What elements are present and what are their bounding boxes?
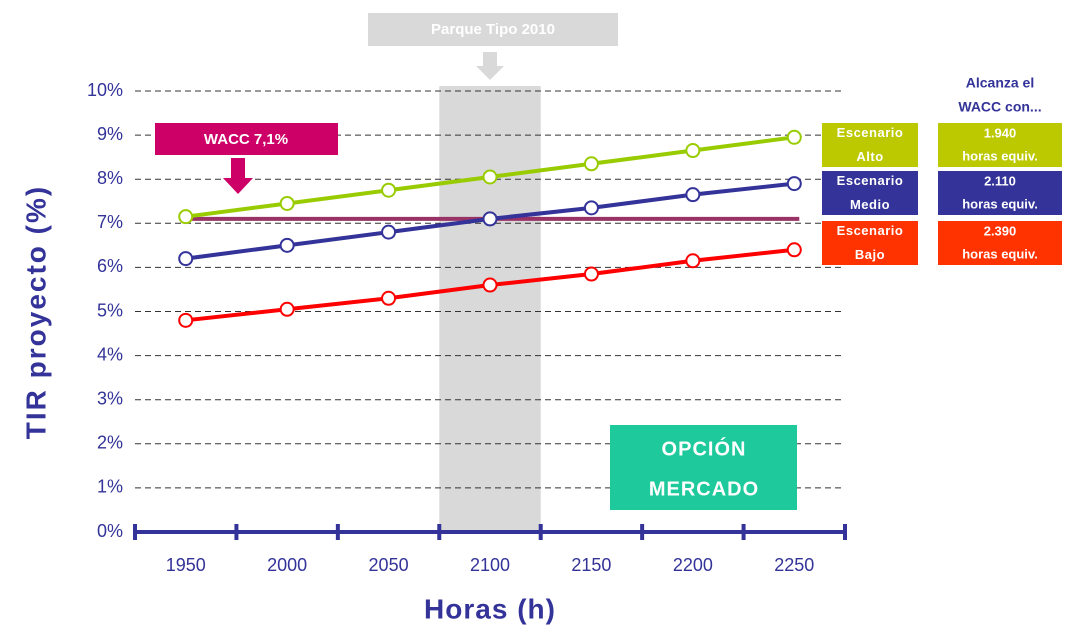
data-point bbox=[279, 237, 295, 253]
data-point bbox=[482, 211, 498, 227]
data-point bbox=[583, 156, 599, 172]
y-tick-label: 0% bbox=[97, 521, 123, 541]
highlight-label: Parque Tipo 2010 bbox=[431, 21, 555, 38]
reach-box bbox=[938, 221, 1062, 265]
y-tick-label: 8% bbox=[97, 168, 123, 188]
reference-label: WACC 7,1% bbox=[204, 131, 288, 148]
y-tick-label: 7% bbox=[97, 212, 123, 232]
data-point bbox=[178, 209, 194, 225]
data-point bbox=[482, 277, 498, 293]
data-point bbox=[583, 266, 599, 282]
data-point bbox=[685, 187, 701, 203]
legend-name-wrap: Escenario Medio bbox=[836, 173, 904, 212]
legend-name: Escenario Medio bbox=[836, 173, 904, 212]
annotation-text: MERCADO bbox=[649, 478, 759, 500]
reach-title: WACC con... bbox=[958, 99, 1041, 115]
y-tick-label: 10% bbox=[87, 80, 123, 100]
legend-box bbox=[822, 221, 918, 265]
x-tick-label: 2000 bbox=[267, 555, 307, 575]
data-point bbox=[685, 143, 701, 159]
highlight-band bbox=[439, 86, 541, 532]
x-tick-label: 2150 bbox=[571, 555, 611, 575]
y-tick-label: 1% bbox=[97, 477, 123, 497]
y-tick-label: 3% bbox=[97, 388, 123, 408]
legend-name-wrap: Escenario Alto bbox=[836, 125, 904, 164]
reach-label: horas equiv. bbox=[962, 148, 1038, 163]
data-point bbox=[178, 312, 194, 328]
reach-label: horas equiv. bbox=[962, 196, 1038, 211]
annotation-box bbox=[610, 425, 797, 510]
x-axis-label: Horas (h) bbox=[424, 593, 556, 624]
data-point bbox=[482, 169, 498, 185]
data-point bbox=[279, 301, 295, 317]
data-point bbox=[685, 253, 701, 269]
data-point bbox=[786, 242, 802, 258]
x-tick-label: 1950 bbox=[166, 555, 206, 575]
data-point bbox=[178, 251, 194, 267]
y-axis-label: TIR proyecto (%) bbox=[20, 185, 51, 439]
legend-name: Escenario Bajo bbox=[836, 223, 904, 262]
reach-box bbox=[938, 123, 1062, 167]
y-tick-label: 4% bbox=[97, 344, 123, 364]
reach-label: 2.390 bbox=[984, 223, 1017, 238]
reference-arrow bbox=[223, 158, 253, 194]
highlight-label-box bbox=[368, 13, 618, 46]
reference-label-box bbox=[155, 123, 338, 155]
y-tick-label: 9% bbox=[97, 124, 123, 144]
x-tick-label: 2200 bbox=[673, 555, 713, 575]
legend-box bbox=[822, 171, 918, 215]
data-point bbox=[279, 195, 295, 211]
x-tick-label: 2100 bbox=[470, 555, 510, 575]
data-point bbox=[381, 182, 397, 198]
data-point bbox=[381, 224, 397, 240]
reach-label: horas equiv. bbox=[962, 246, 1038, 261]
data-point bbox=[786, 129, 802, 145]
reach-box bbox=[938, 171, 1062, 215]
reach-label: 2.110 bbox=[984, 173, 1016, 188]
y-tick-label: 2% bbox=[97, 433, 123, 453]
data-point bbox=[381, 290, 397, 306]
reach-label: 1.940 bbox=[984, 125, 1017, 140]
legend-box bbox=[822, 123, 918, 167]
reach-title: Alcanza el bbox=[966, 75, 1034, 91]
y-tick-label: 5% bbox=[97, 300, 123, 320]
data-point bbox=[583, 200, 599, 216]
highlight-arrow bbox=[476, 52, 504, 80]
y-tick-label: 6% bbox=[97, 256, 123, 276]
x-tick-label: 2250 bbox=[774, 555, 814, 575]
annotation-text: OPCIÓN bbox=[662, 436, 747, 460]
legend-name-wrap: Escenario Bajo bbox=[836, 223, 904, 262]
x-tick-label: 2050 bbox=[369, 555, 409, 575]
data-point bbox=[786, 176, 802, 192]
legend-name: Escenario Alto bbox=[836, 125, 904, 164]
